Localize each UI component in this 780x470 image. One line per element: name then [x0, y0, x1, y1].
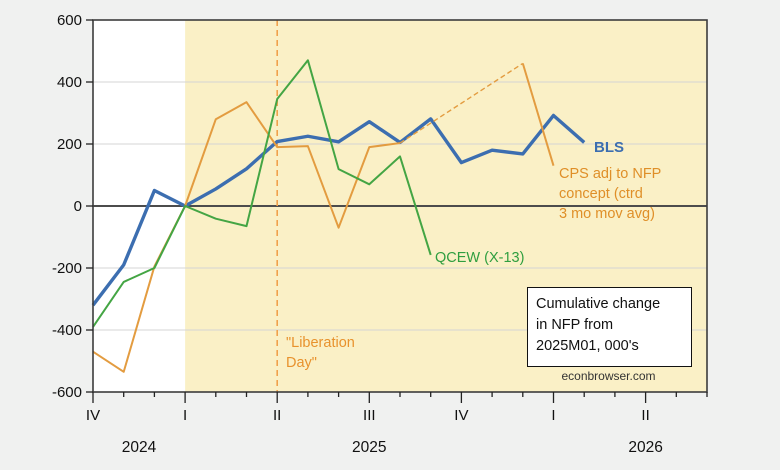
cps-series-label-line1: CPS adj to NFP: [559, 166, 662, 182]
y-axis-tick-label: 400: [57, 74, 82, 91]
bls-series-label: BLS: [594, 139, 624, 156]
x-axis-quarter-label: II: [273, 407, 281, 424]
cps-series-label-line3: 3 mo mov avg): [559, 206, 655, 222]
bls-line: [91, 113, 586, 307]
cps-tail-line: [521, 63, 555, 166]
x-axis-quarter-label: IV: [86, 407, 100, 424]
y-axis-tick-label: -400: [52, 322, 82, 339]
cps-dashed-bridge: [399, 62, 524, 144]
chart-title-line1: Cumulative change: [536, 296, 661, 312]
bls-series-label-text: BLS: [594, 139, 624, 156]
y-axis-tick-label: -600: [52, 384, 82, 401]
x-axis-quarter-label: I: [551, 407, 555, 424]
liberation-day-label-line2: Day": [286, 355, 317, 371]
x-axis-quarter-label: III: [363, 407, 376, 424]
x-axis-quarter-label: I: [183, 407, 187, 424]
watermark-text: econbrowser.com: [561, 369, 656, 383]
liberation-day-label-line1: "Liberation: [286, 335, 355, 351]
qcew-series-label: QCEW (X-13): [435, 250, 524, 266]
liberation-day-label: "Liberation Day": [286, 333, 355, 373]
cps-line: [92, 101, 401, 373]
watermark: econbrowser.com: [527, 369, 690, 383]
cps-series-label: CPS adj to NFP concept (ctrd 3 mo mov av…: [559, 164, 661, 224]
chart-title-line2: in NFP from: [536, 317, 614, 333]
cps-series-label-line2: concept (ctrd: [559, 186, 643, 202]
x-axis-year-label: 2024: [122, 439, 157, 456]
qcew-line: [92, 59, 432, 328]
y-axis-tick-label: -200: [52, 260, 82, 277]
y-axis-tick-label: 200: [57, 136, 82, 153]
qcew-series-label-text: QCEW (X-13): [435, 250, 525, 266]
chart-title-line3: 2025M01, 000's: [536, 338, 639, 354]
x-axis-quarter-label: IV: [454, 407, 468, 424]
y-axis-tick-label: 0: [74, 198, 82, 215]
chart-title-box: Cumulative change in NFP from 2025M01, 0…: [527, 287, 692, 367]
x-axis-year-label: 2026: [628, 439, 662, 456]
x-axis-quarter-label: II: [641, 407, 649, 424]
x-axis-year-label: 2025: [352, 439, 386, 456]
y-axis-tick-label: 600: [57, 12, 82, 29]
